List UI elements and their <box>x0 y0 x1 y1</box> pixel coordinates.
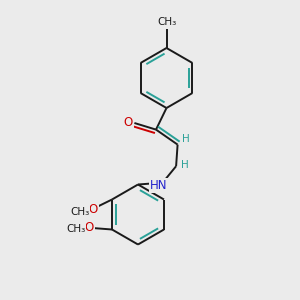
Text: HN: HN <box>150 178 168 192</box>
Text: CH₃: CH₃ <box>157 17 176 27</box>
Text: O: O <box>88 202 98 216</box>
Text: CH₃: CH₃ <box>66 224 85 234</box>
Text: H: H <box>182 134 190 144</box>
Text: O: O <box>85 221 94 234</box>
Text: H: H <box>181 160 189 170</box>
Text: O: O <box>124 116 133 129</box>
Text: CH₃: CH₃ <box>70 207 89 217</box>
